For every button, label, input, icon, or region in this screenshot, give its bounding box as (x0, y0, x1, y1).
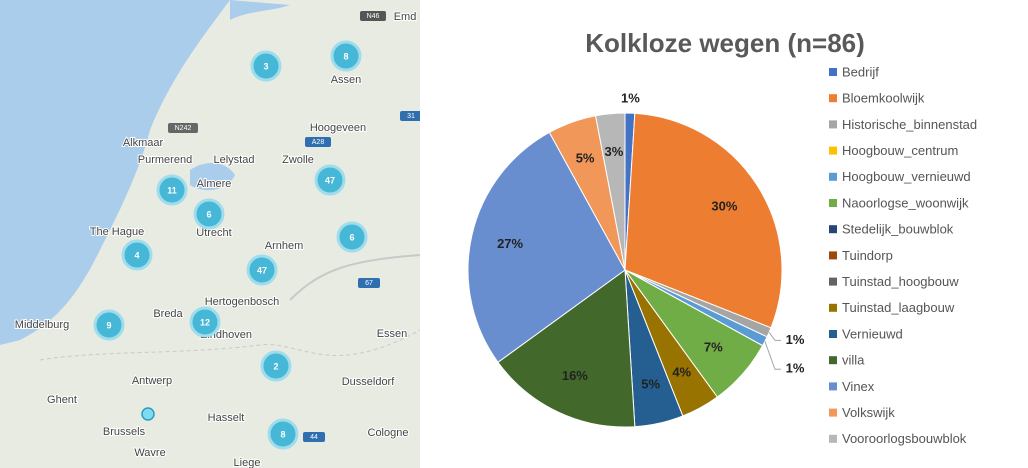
legend-label: Tuindorp (842, 248, 893, 263)
legend-swatch (829, 356, 837, 364)
legend-swatch (829, 225, 837, 233)
legend-label: Vernieuwd (842, 326, 903, 341)
city-label: Hoogeveen (310, 122, 366, 134)
city-label: Utrecht (196, 227, 231, 239)
road-sign-label: A28 (312, 139, 325, 146)
location-marker (142, 408, 154, 420)
city-label: Antwerp (132, 375, 172, 387)
legend-label: Hoogbouw_vernieuwd (842, 169, 971, 184)
legend-label: Hoogbouw_centrum (842, 143, 958, 158)
data-label: 1% (786, 332, 805, 347)
legend-swatch (829, 278, 837, 286)
legend-label: Vooroorlogsbouwblok (842, 431, 967, 446)
city-label: Purmerend (138, 154, 192, 166)
data-label: 1% (621, 90, 640, 105)
cluster-count[interactable]: 2 (273, 361, 278, 371)
legend-swatch (829, 173, 837, 181)
legend-label: Volkswijk (842, 405, 895, 420)
legend-swatch (829, 409, 837, 417)
city-label: Hertogenbosch (205, 296, 280, 308)
screen: Emd Assen Hoogeveen Alkmaar Purmerend Lelysta… (0, 0, 1028, 468)
legend-label: Tuinstad_hoogbouw (842, 274, 959, 289)
data-label: 5% (576, 151, 595, 166)
legend-swatch (829, 304, 837, 312)
city-label: Hasselt (208, 412, 245, 424)
cluster-count[interactable]: 9 (106, 320, 111, 330)
city-label: Cologne (368, 427, 409, 439)
city-label: Lelystad (214, 154, 255, 166)
data-label: 30% (711, 198, 737, 213)
city-label: Almere (197, 178, 232, 190)
cluster-count[interactable]: 47 (257, 265, 267, 275)
legend-label: Stedelijk_bouwblok (842, 222, 954, 237)
legend-label: Vinex (842, 379, 875, 394)
road-sign-label: 67 (365, 280, 373, 287)
city-label: Arnhem (265, 240, 304, 252)
city-label: Zwolle (282, 154, 314, 166)
legend-swatch (829, 251, 837, 259)
cluster-count[interactable]: 47 (325, 175, 335, 185)
cluster-count[interactable]: 12 (200, 317, 210, 327)
legend-label: Historische_binnenstad (842, 117, 977, 132)
legend-label: Bedrijf (842, 64, 879, 79)
road-sign-label: 44 (310, 434, 318, 441)
legend-label: villa (842, 353, 865, 368)
city-label: Assen (331, 74, 362, 86)
data-label: 7% (704, 339, 723, 354)
data-label: 3% (605, 144, 624, 159)
legend-label: Tuinstad_laagbouw (842, 300, 955, 315)
legend-swatch (829, 94, 837, 102)
legend-swatch (829, 382, 837, 390)
legend-swatch (829, 199, 837, 207)
city-label: Breda (153, 308, 183, 320)
road-sign-label: 31 (407, 113, 415, 120)
map: Emd Assen Hoogeveen Alkmaar Purmerend Lelysta… (0, 0, 420, 468)
chart-title: Kolkloze wegen (n=86) (585, 28, 865, 58)
city-label: Dusseldorf (342, 376, 396, 388)
leader-line (765, 341, 781, 369)
data-label: 1% (786, 361, 805, 376)
cluster-count[interactable]: 4 (134, 250, 139, 260)
legend-swatch (829, 330, 837, 338)
leader-line (769, 332, 781, 340)
cluster-count[interactable]: 6 (206, 209, 211, 219)
city-label: Liege (234, 457, 261, 468)
chart: Kolkloze wegen (n=86) 1% 30% 1% 1% 7% 4% 5% 16%… (420, 0, 1028, 468)
city-label: The Hague (90, 226, 144, 238)
legend-swatch (829, 68, 837, 76)
legend-swatch (829, 147, 837, 155)
city-label: Brussels (103, 426, 146, 438)
data-label: 5% (641, 376, 660, 391)
road-sign-label: N242 (175, 125, 192, 132)
data-label: 27% (497, 236, 523, 251)
data-label: 4% (672, 365, 691, 380)
data-label: 16% (562, 368, 588, 383)
city-label: Emd (394, 11, 417, 23)
city-label: Wavre (134, 447, 165, 459)
legend-swatch (829, 120, 837, 128)
cluster-count[interactable]: 6 (349, 232, 354, 242)
legend-swatch (829, 435, 837, 443)
cluster-count[interactable]: 3 (263, 61, 268, 71)
legend-label: Bloemkoolwijk (842, 91, 925, 106)
road-sign-label: N46 (367, 13, 380, 20)
city-label: Ghent (47, 394, 77, 406)
cluster-count[interactable]: 8 (343, 51, 348, 61)
cluster-count[interactable]: 8 (280, 429, 285, 439)
cluster-count[interactable]: 11 (167, 185, 177, 195)
city-label: Essen (377, 328, 408, 340)
city-label: Alkmaar (123, 137, 164, 149)
city-label: Middelburg (15, 319, 69, 331)
legend-label: Naoorlogse_woonwijk (842, 195, 969, 210)
